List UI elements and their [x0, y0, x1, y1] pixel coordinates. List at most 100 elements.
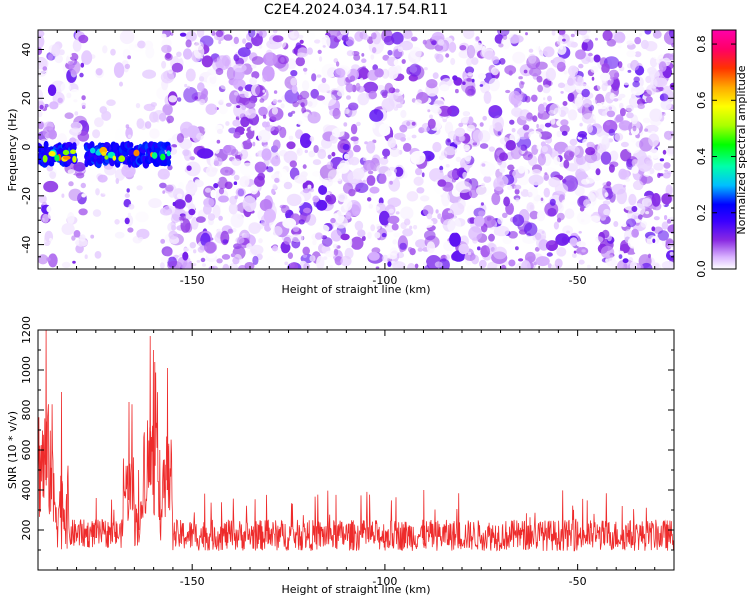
carrier-band-cell: [128, 142, 134, 148]
spectrogram-cell: [619, 102, 624, 110]
spectrogram-cell: [387, 49, 393, 56]
spectrogram-cell: [366, 141, 376, 154]
spectrogram-cell: [368, 203, 374, 209]
spectrogram-cell: [215, 67, 224, 76]
spectrogram-cell: [92, 209, 102, 217]
spectrogram-cell: [607, 80, 611, 86]
spectrogram-cell: [644, 41, 658, 52]
spectrogram-cell: [72, 39, 82, 52]
spectrogram-cell: [363, 81, 378, 94]
spectrogram-cell: [217, 176, 228, 189]
spectrogram-cell: [288, 135, 294, 141]
snr-xtick-label: -50: [569, 575, 587, 588]
spectrogram-cell: [424, 230, 436, 241]
spectrogram-cell: [637, 103, 645, 110]
spectrogram-cell: [632, 125, 637, 132]
spectrogram-cell: [545, 240, 558, 251]
spectrogram-cell: [182, 251, 189, 261]
snr-xtick-label: -150: [180, 575, 205, 588]
spectrogram-cell: [72, 260, 76, 264]
spectrogram-cell: [299, 39, 304, 44]
spectrogram-cell: [659, 158, 665, 162]
spectrogram-cell: [459, 108, 470, 124]
spectrogram-cell: [313, 145, 319, 153]
spectrogram-cell: [664, 215, 668, 220]
spectrogram-cell: [592, 120, 597, 124]
spectrogram-cell: [135, 211, 149, 223]
spectrogram-cell: [383, 35, 395, 46]
spectrogram-cell: [354, 220, 364, 231]
spectrogram-cell: [243, 130, 248, 134]
spectrogram-cell: [272, 245, 278, 252]
spectrogram-cell: [466, 90, 472, 96]
spectrogram-cell: [483, 91, 492, 104]
spectrogram-cell: [620, 219, 628, 228]
spectrogram-cell: [608, 164, 615, 173]
carrier-band-peak: [62, 149, 70, 156]
spectrogram-cell: [606, 110, 616, 118]
spectrogram-cell: [166, 115, 175, 124]
spectrogram-cell: [578, 30, 588, 36]
spectrogram-cell: [622, 258, 629, 264]
spectrogram-cell: [500, 264, 507, 269]
spectrogram-cell: [473, 42, 483, 51]
spectrogram-cell: [180, 214, 186, 221]
spectrogram-cell: [507, 164, 515, 171]
spectrogram-cell: [668, 243, 674, 248]
spectrogram-cell: [242, 195, 257, 212]
spectrogram-cell: [327, 154, 332, 160]
snr-ytick-label: 200: [20, 520, 33, 541]
spectrogram-cell: [271, 106, 278, 115]
spectrogram-cell: [600, 245, 615, 259]
spectrogram-cell: [513, 184, 522, 190]
spectrogram-cell: [608, 128, 616, 136]
spectrogram-cell: [362, 157, 367, 161]
spectrogram-cell: [104, 164, 117, 176]
spectrogram-cell: [345, 83, 354, 93]
spectrogram-cell: [491, 56, 500, 65]
spectrogram-cell: [367, 231, 372, 239]
spectrogram-cell: [550, 118, 556, 125]
spectrogram-cell: [458, 122, 464, 127]
spectrogram-cell: [394, 88, 400, 93]
spectrogram-cell: [547, 95, 552, 102]
spectrogram-cell: [576, 241, 586, 248]
spectrogram-cell: [447, 217, 462, 234]
spectrogram-cell: [387, 137, 397, 149]
spectrogram-cell: [631, 206, 638, 212]
spectrogram-cell: [387, 215, 400, 224]
spectrogram-cell: [292, 226, 300, 233]
spectrogram-cell: [69, 127, 82, 136]
snr-ytick-label: 800: [20, 400, 33, 421]
spectrogram-cell: [250, 244, 264, 256]
spectrogram-cell: [160, 71, 175, 84]
spectrogram-cell: [176, 133, 184, 143]
spectrogram-cell: [307, 30, 316, 40]
spectrogram-cell: [393, 232, 401, 238]
spectrogram-cell: [171, 224, 177, 231]
spectrogram-cell: [261, 148, 272, 161]
spectrogram-cell: [264, 125, 275, 132]
carrier-band-peak: [48, 151, 56, 157]
spectrogram-cell: [66, 92, 72, 99]
spectrogram-cell: [523, 69, 528, 74]
carrier-band-peak: [166, 150, 171, 157]
spectrogram-cell: [180, 220, 184, 224]
carrier-band-cell: [72, 142, 77, 149]
spectrogram-cell: [234, 195, 238, 200]
spectrogram-cell: [556, 61, 566, 72]
spectrogram-cell: [148, 198, 162, 209]
spectrogram-cell: [508, 90, 522, 105]
colorbar-tick-label: 0.6: [695, 92, 708, 110]
spectrogram-cell: [283, 150, 298, 164]
spectrogram-cell: [233, 131, 241, 139]
spectrogram-cell: [430, 103, 440, 114]
spectrogram-cell: [262, 114, 267, 119]
spectrogram-cell: [345, 237, 353, 248]
spectrogram-cell: [272, 183, 278, 190]
spectrogram-cell: [492, 115, 505, 131]
spectrogram-cell: [478, 259, 487, 269]
spectrogram-cell: [61, 193, 65, 198]
spectrogram-cell: [521, 260, 531, 269]
spectrogram-cell: [361, 58, 367, 63]
